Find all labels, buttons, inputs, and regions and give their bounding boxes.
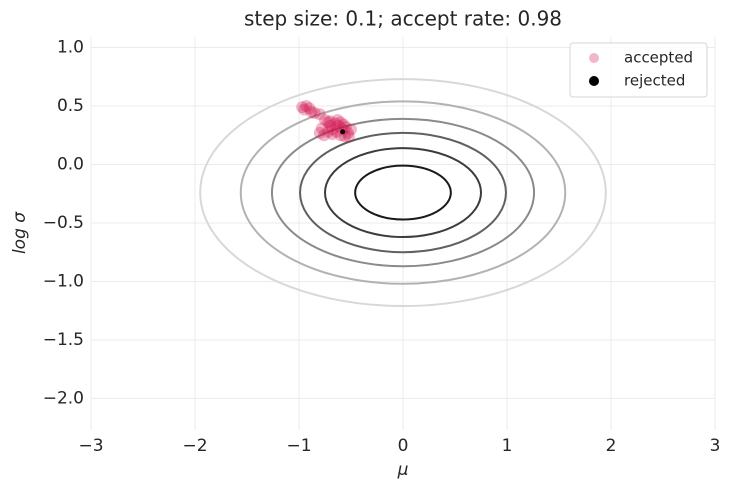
y-tick-label: 0.0 [57, 154, 84, 174]
point [313, 108, 326, 121]
point [345, 123, 357, 136]
legend-label: accepted [624, 49, 693, 67]
x-tick-label: −3 [78, 436, 103, 456]
point [303, 102, 316, 115]
legend-label: rejected [624, 72, 685, 90]
x-tick-label: 1 [502, 436, 513, 456]
point [296, 101, 309, 114]
contour [270, 117, 536, 268]
y-axis-label: log σ [10, 211, 30, 254]
point [330, 125, 343, 138]
point [315, 122, 328, 135]
point [308, 107, 321, 120]
point [298, 103, 311, 116]
point [342, 130, 355, 143]
point [326, 128, 339, 141]
contour [239, 100, 567, 285]
point [334, 116, 347, 129]
y-tick-label: −0.5 [43, 213, 84, 233]
point [317, 129, 330, 142]
point [341, 126, 354, 139]
legend-marker [589, 76, 599, 86]
point [322, 116, 335, 129]
point [324, 119, 337, 132]
x-tick-label: 3 [710, 436, 721, 456]
point [331, 114, 344, 127]
contour [299, 131, 507, 254]
point [326, 123, 339, 136]
point [329, 117, 342, 130]
point [313, 126, 326, 139]
y-tick-label: −1.5 [43, 330, 84, 350]
y-tick-label: 0.5 [57, 96, 84, 116]
contour [324, 147, 482, 239]
point [322, 125, 335, 138]
contour [354, 164, 452, 221]
x-tick-label: 2 [606, 436, 617, 456]
x-axis-label: μ [397, 460, 409, 480]
y-tick-label: −2.0 [43, 388, 84, 408]
y-tick-label: 1.0 [57, 38, 84, 58]
y-tick-label: −1.0 [43, 271, 84, 291]
x-tick-label: 0 [398, 436, 409, 456]
legend-box [569, 42, 708, 98]
chart-title: step size: 0.1; accept rate: 0.98 [244, 7, 562, 31]
point [332, 119, 345, 132]
x-tick-label: −1 [286, 436, 311, 456]
point [324, 115, 337, 128]
point [337, 118, 350, 131]
point [319, 114, 331, 127]
point [300, 100, 313, 113]
point [305, 105, 318, 118]
grid [90, 37, 716, 430]
contour [199, 78, 607, 308]
point [340, 129, 346, 135]
legend-marker [589, 53, 599, 63]
x-tick-label: −2 [182, 436, 207, 456]
